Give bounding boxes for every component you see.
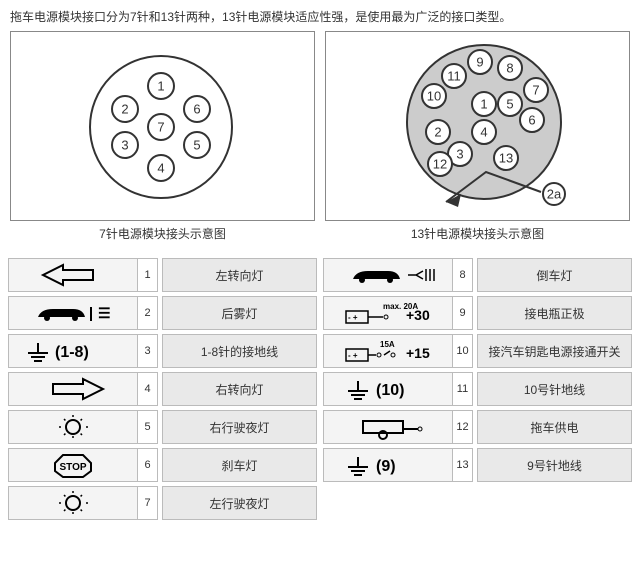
pin-2a-label: 2a — [544, 187, 564, 202]
diagram-13pin-wrap: 123456789101112132a 13针电源模块接头示意图 — [325, 31, 630, 252]
pin-number-cell: 13 — [453, 448, 473, 482]
table-row: 4右转向灯 — [8, 372, 317, 406]
connector-pin: 6 — [183, 95, 211, 123]
table-row: 1左转向灯 — [8, 258, 317, 292]
ground18-icon: (1-8) — [8, 334, 138, 368]
pin-label-cell: 刹车灯 — [162, 448, 317, 482]
pin-number-cell: 9 — [453, 296, 473, 330]
pin-number-cell: 1 — [138, 258, 158, 292]
pin-number-cell: 3 — [138, 334, 158, 368]
pin-number-cell: 7 — [138, 486, 158, 520]
table-row: 7左行驶夜灯 — [8, 486, 317, 520]
arrow-right-icon — [8, 372, 138, 406]
svg-text:(9): (9) — [376, 458, 396, 475]
table-row: (10) 1110号针地线 — [323, 372, 632, 406]
svg-text:(1-8): (1-8) — [55, 344, 89, 361]
light-icon — [8, 410, 138, 444]
stop-icon: STOP — [8, 448, 138, 482]
light-icon — [8, 486, 138, 520]
pin-number-cell: 10 — [453, 334, 473, 368]
table-row: 8倒车灯 — [323, 258, 632, 292]
connector-pin: 4 — [147, 154, 175, 182]
ground9-icon: (9) — [323, 448, 453, 482]
table-row: (1-8) 31-8针的接地线 — [8, 334, 317, 368]
svg-text:STOP: STOP — [59, 462, 86, 473]
pin-label-cell: 1-8针的接地线 — [162, 334, 317, 368]
pin-number: 5 — [185, 138, 209, 153]
pin-number-cell: 5 — [138, 410, 158, 444]
caption-7pin: 7针电源模块接头示意图 — [10, 221, 315, 252]
diagram-7pin: 12 345 67 — [10, 31, 315, 221]
pin-number-cell: 4 — [138, 372, 158, 406]
trailer-icon — [323, 410, 453, 444]
svg-text:- +: - + — [348, 351, 358, 360]
notch-indicator — [326, 32, 626, 222]
connector-pin: 5 — [183, 131, 211, 159]
diagram-7pin-wrap: 12 345 67 7针电源模块接头示意图 — [10, 31, 315, 252]
table-row: - + 15A +15 10接汽车钥匙电源接通开关 — [323, 334, 632, 368]
diagram-row: 12 345 67 7针电源模块接头示意图 123456789101112132a … — [0, 31, 640, 258]
pin-number: 2 — [113, 102, 137, 117]
svg-text:(10): (10) — [376, 382, 404, 399]
svg-text:15A: 15A — [380, 340, 395, 349]
connector-pin: 7 — [147, 113, 175, 141]
svg-text:+15: +15 — [406, 345, 430, 361]
pin-label-cell: 左转向灯 — [162, 258, 317, 292]
connector-pin: 3 — [111, 131, 139, 159]
pin-label-cell: 9号针地线 — [477, 448, 632, 482]
table-row: 5右行驶夜灯 — [8, 410, 317, 444]
pin-number: 1 — [149, 79, 173, 94]
pin-label-cell: 接电瓶正极 — [477, 296, 632, 330]
battery15-icon: - + 15A +15 — [323, 334, 453, 368]
pin-number-cell: 12 — [453, 410, 473, 444]
svg-text:☰: ☰ — [98, 305, 111, 321]
car-fog-icon: ☰ — [8, 296, 138, 330]
table-row: STOP 6刹车灯 — [8, 448, 317, 482]
table-row: 12拖车供电 — [323, 410, 632, 444]
right-column: 8倒车灯- +max. 20A+309接电瓶正极- +15A+1510接汽车钥匙… — [323, 258, 632, 524]
ground10-icon: (10) — [323, 372, 453, 406]
intro-text: 拖车电源模块接口分为7针和13针两种，13针电源模块适应性强，是使用最为广泛的接… — [0, 0, 640, 31]
connector-pin: 2 — [111, 95, 139, 123]
pin-label-cell: 左行驶夜灯 — [162, 486, 317, 520]
pin-label-cell: 右行驶夜灯 — [162, 410, 317, 444]
table-row: (9) 139号针地线 — [323, 448, 632, 482]
pin-number-cell: 8 — [453, 258, 473, 292]
pin-number: 3 — [113, 138, 137, 153]
pin-number: 7 — [149, 120, 173, 135]
left-column: 1左转向灯☰2后雾灯(1-8)31-8针的接地线4右转向灯5右行驶夜灯STOP6… — [8, 258, 317, 524]
diagram-13pin: 123456789101112132a — [325, 31, 630, 221]
pin-label-cell: 接汽车钥匙电源接通开关 — [477, 334, 632, 368]
arrow-left-icon — [8, 258, 138, 292]
car-reverse-icon — [323, 258, 453, 292]
pin-number: 4 — [149, 161, 173, 176]
pin-label-cell: 拖车供电 — [477, 410, 632, 444]
pin-label-cell: 右转向灯 — [162, 372, 317, 406]
pin-table: 1左转向灯☰2后雾灯(1-8)31-8针的接地线4右转向灯5右行驶夜灯STOP6… — [0, 258, 640, 524]
svg-text:- +: - + — [348, 313, 358, 322]
svg-text:+30: +30 — [406, 307, 430, 323]
pin-label-cell: 倒车灯 — [477, 258, 632, 292]
table-row: - +max. 20A+309接电瓶正极 — [323, 296, 632, 330]
table-row: ☰ 2后雾灯 — [8, 296, 317, 330]
pin-number: 6 — [185, 102, 209, 117]
caption-13pin: 13针电源模块接头示意图 — [325, 221, 630, 252]
pin-label-cell: 10号针地线 — [477, 372, 632, 406]
pin-number-cell: 2 — [138, 296, 158, 330]
pin-number-cell: 6 — [138, 448, 158, 482]
battery30-icon: - +max. 20A+30 — [323, 296, 453, 330]
connector-pin: 1 — [147, 72, 175, 100]
pin-2a: 2a — [542, 182, 566, 206]
pin-label-cell: 后雾灯 — [162, 296, 317, 330]
pin-number-cell: 11 — [453, 372, 473, 406]
